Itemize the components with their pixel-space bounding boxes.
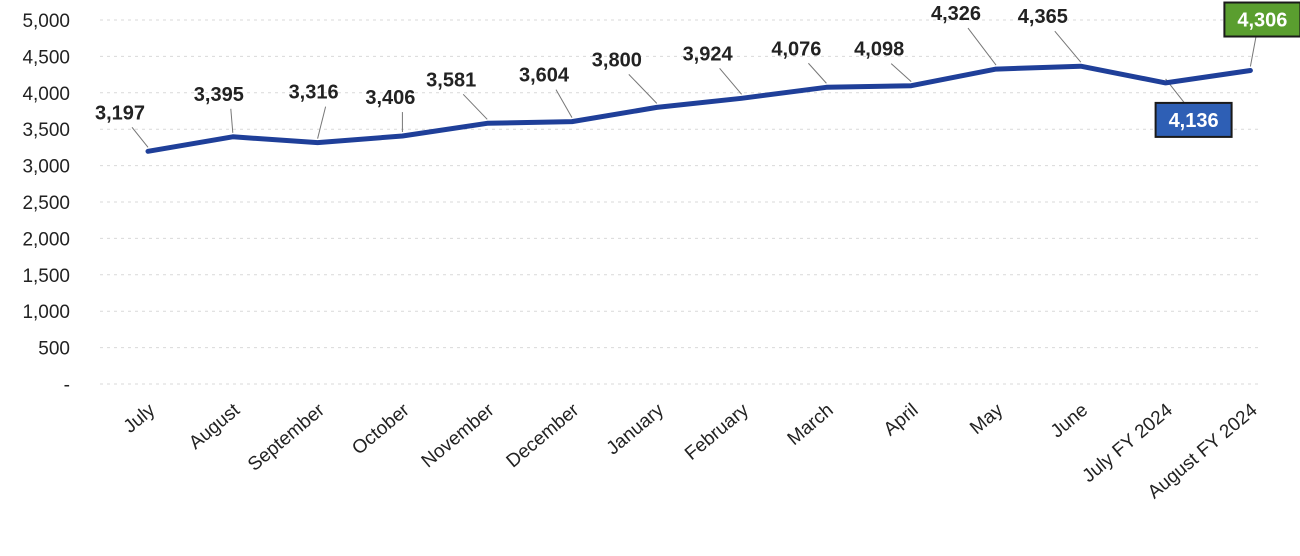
leader-line bbox=[1249, 34, 1257, 67]
leader-line bbox=[808, 62, 827, 84]
data-label: 3,581 bbox=[426, 69, 476, 91]
y-tick-label: 2,500 bbox=[22, 193, 70, 214]
series-line-layer bbox=[145, 63, 1253, 154]
data-label: 4,076 bbox=[771, 38, 821, 60]
x-tick-label: April bbox=[880, 400, 923, 441]
leader-line bbox=[719, 68, 742, 95]
y-tick-label: 500 bbox=[38, 339, 70, 360]
data-label: 3,197 bbox=[95, 102, 145, 124]
series-line bbox=[145, 63, 1253, 154]
data-label: 4,306 bbox=[1237, 10, 1287, 32]
data-label: 3,800 bbox=[592, 49, 642, 71]
y-tick-label: 1,500 bbox=[22, 266, 70, 287]
leader-line bbox=[967, 27, 997, 66]
y-tick-label: 1,000 bbox=[22, 302, 70, 323]
leader-line bbox=[628, 74, 658, 104]
data-label: 3,406 bbox=[365, 87, 415, 109]
y-tick-label: 2,000 bbox=[22, 229, 70, 250]
leader-line bbox=[1054, 30, 1082, 63]
data-label: 3,924 bbox=[683, 43, 734, 65]
data-label: 4,365 bbox=[1018, 6, 1068, 28]
x-tick-label: May bbox=[966, 399, 1007, 438]
x-tick-label: June bbox=[1047, 400, 1092, 443]
x-tick-label: February bbox=[681, 399, 753, 464]
x-tick-label: March bbox=[784, 400, 838, 450]
x-tick-label: January bbox=[603, 399, 669, 459]
x-tick-label: July bbox=[120, 399, 160, 437]
x-tick-label: November bbox=[418, 399, 499, 472]
y-tick-label: 3,500 bbox=[22, 120, 70, 141]
data-label: 4,136 bbox=[1169, 110, 1219, 132]
x-axis-tick-labels: July August September October November Decemb… bbox=[120, 399, 1262, 503]
x-tick-label: August bbox=[185, 399, 244, 454]
y-tick-label: 4,500 bbox=[22, 47, 70, 68]
data-label: 4,326 bbox=[931, 3, 981, 25]
y-tick-label: 3,000 bbox=[22, 157, 70, 178]
leader-line bbox=[230, 108, 234, 133]
leader-line bbox=[555, 89, 573, 118]
data-label: 4,098 bbox=[854, 39, 904, 61]
data-label: 3,395 bbox=[194, 84, 244, 106]
y-tick-label: - bbox=[64, 375, 70, 396]
data-label: 3,604 bbox=[519, 65, 570, 87]
data-label-box bbox=[1154, 101, 1233, 138]
leader-line bbox=[890, 63, 912, 83]
data-label: 3,316 bbox=[289, 82, 339, 104]
gridlines bbox=[100, 19, 1262, 385]
x-tick-label: December bbox=[503, 399, 584, 472]
x-tick-label: September bbox=[244, 399, 329, 475]
y-tick-label: 5,000 bbox=[22, 11, 70, 32]
x-tick-label: October bbox=[348, 399, 414, 459]
leader-line bbox=[317, 106, 327, 139]
data-labels: 3,197 3,395 3,316 3,406 3,581 3,604 3,800 3,924… bbox=[95, 1, 1300, 138]
data-label-box bbox=[1223, 1, 1300, 38]
leader-line bbox=[131, 126, 149, 148]
y-tick-label: 4,000 bbox=[22, 84, 70, 105]
leader-line bbox=[462, 93, 488, 120]
y-axis-tick-labels: - 500 1,000 1,500 2,000 2,500 3,000 3,500 4,000 4… bbox=[22, 11, 70, 396]
